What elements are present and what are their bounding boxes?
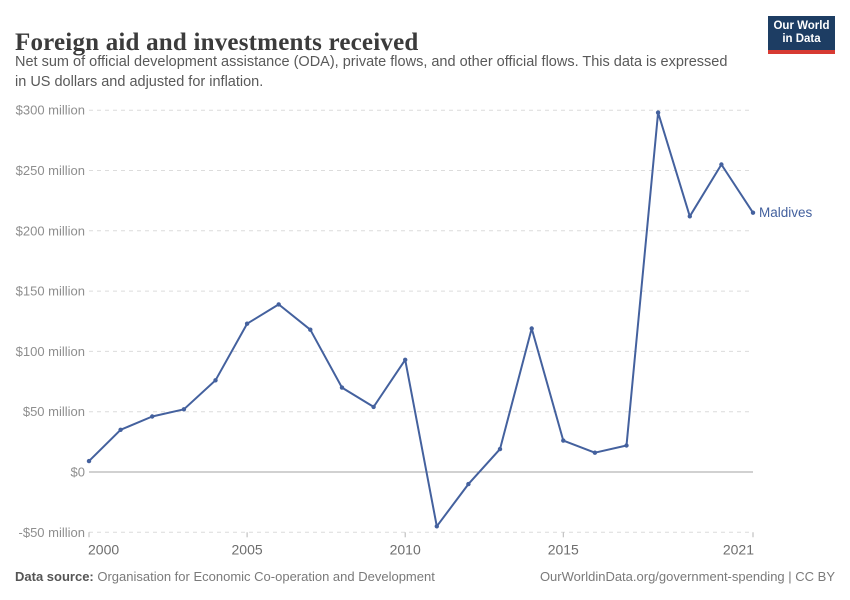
data-point[interactable]	[529, 326, 534, 331]
data-point[interactable]	[276, 302, 281, 307]
data-point[interactable]	[371, 404, 376, 410]
y-tick-label: $0	[71, 465, 85, 480]
x-tick-label: 2021	[723, 541, 754, 557]
x-tick-label: 2015	[548, 541, 579, 557]
data-point[interactable]	[339, 385, 345, 390]
data-point[interactable]	[624, 443, 629, 448]
data-point[interactable]	[687, 214, 692, 219]
series-label[interactable]: Maldives	[759, 205, 813, 220]
data-point[interactable]	[466, 481, 471, 487]
owid-url-link[interactable]: OurWorldinData.org/government-spending |…	[539, 569, 835, 584]
data-point[interactable]	[719, 162, 724, 167]
data-point[interactable]	[244, 321, 250, 326]
data-point[interactable]	[561, 438, 566, 443]
y-tick-label: $200 million	[16, 223, 85, 238]
owid-logo-text: Our World in Data	[773, 20, 830, 45]
data-point[interactable]	[86, 458, 92, 464]
y-tick-label: -$50 million	[19, 525, 85, 540]
data-point[interactable]	[213, 378, 218, 383]
data-point[interactable]	[118, 427, 123, 432]
page-title: Foreign aid and investments received	[15, 28, 419, 56]
data-source-note: Data source: Organisation for Economic C…	[15, 569, 435, 584]
chart-footer: Data source: Organisation for Economic C…	[15, 569, 835, 584]
x-tick-label: 2010	[390, 541, 421, 557]
chart-line[interactable]	[88, 111, 754, 528]
y-tick-label: $300 million	[16, 103, 85, 118]
x-tick-label: 2000	[88, 541, 119, 557]
y-tick-label: $50 million	[23, 404, 85, 419]
x-tick-label: 2005	[232, 541, 263, 557]
y-tick-label: $250 million	[16, 163, 85, 178]
data-point[interactable]	[592, 450, 598, 455]
owid-logo[interactable]: Our World in Data	[768, 16, 835, 54]
data-point[interactable]	[434, 524, 439, 529]
data-point[interactable]	[403, 357, 408, 362]
data-point[interactable]	[497, 446, 503, 452]
data-point[interactable]	[750, 210, 756, 215]
y-tick-label: $100 million	[16, 344, 85, 359]
data-point[interactable]	[181, 407, 187, 412]
data-source-label: Data source:	[15, 569, 94, 584]
y-tick-label: $150 million	[16, 284, 85, 299]
chart-subtitle: Net sum of official development assistan…	[15, 54, 728, 90]
data-point[interactable]	[655, 110, 661, 115]
data-point[interactable]	[308, 327, 313, 332]
data-point[interactable]	[150, 414, 155, 419]
